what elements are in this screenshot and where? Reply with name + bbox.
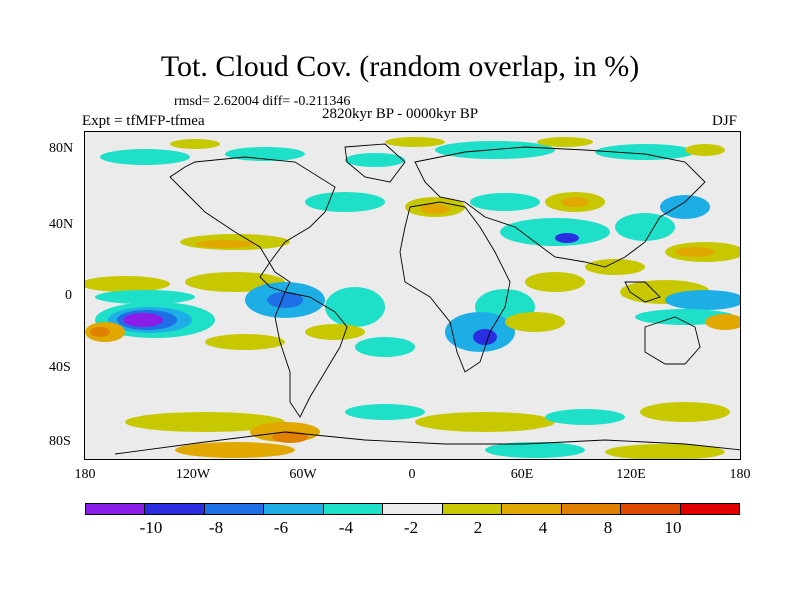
colorbar-label: 8	[603, 518, 613, 537]
colorbar-label: -2	[403, 518, 419, 537]
y-tick-80n: 80N	[49, 141, 74, 156]
colorbar-segment	[383, 504, 443, 514]
colorbar-segment	[680, 504, 739, 514]
season-label: DJF	[712, 113, 738, 129]
colorbar-segment	[621, 504, 681, 514]
experiment-label: Expt = tfMFP-tfmea	[82, 113, 205, 129]
colorbar-segment	[264, 504, 324, 514]
x-tick-180w: 180	[74, 467, 96, 482]
colorbar-label: 4	[538, 518, 548, 537]
colorbar-label: -10	[139, 518, 163, 537]
y-tick-0: 0	[65, 288, 72, 303]
colorbar-segment	[145, 504, 205, 514]
colorbar-segment	[204, 504, 265, 514]
anomaly-field	[85, 137, 740, 459]
colorbar-label: 10	[664, 518, 682, 537]
colorbar	[85, 503, 740, 515]
colorbar-label: -4	[338, 518, 354, 537]
stats-label: rmsd= 2.62004 diff= -0.211346	[174, 94, 351, 109]
x-tick-60w: 60W	[289, 467, 317, 482]
x-tick-120e: 120E	[616, 467, 646, 482]
colorbar-segment	[323, 504, 384, 514]
coastlines	[114, 143, 740, 455]
y-tick-40n: 40N	[49, 217, 74, 232]
colorbar-segment	[561, 504, 622, 514]
colorbar-segment	[86, 504, 146, 514]
map-canvas	[85, 132, 740, 459]
x-tick-180e: 180	[729, 467, 751, 482]
x-tick-0: 0	[408, 467, 416, 482]
colorbar-label: -8	[208, 518, 224, 537]
y-tick-40s: 40S	[49, 360, 71, 375]
x-tick-120w: 120W	[175, 467, 211, 482]
colorbar-segment	[442, 504, 503, 514]
colorbar-segment	[502, 504, 562, 514]
period-label: 2820kyr BP - 0000kyr BP	[322, 106, 479, 122]
plot-title: Tot. Cloud Cov. (random overlap, in %)	[160, 50, 640, 83]
colorbar-label: -6	[273, 518, 289, 537]
world-map	[84, 131, 741, 460]
colorbar-label: 2	[473, 518, 483, 537]
y-tick-80s: 80S	[49, 434, 71, 449]
x-tick-60e: 60E	[510, 467, 534, 482]
